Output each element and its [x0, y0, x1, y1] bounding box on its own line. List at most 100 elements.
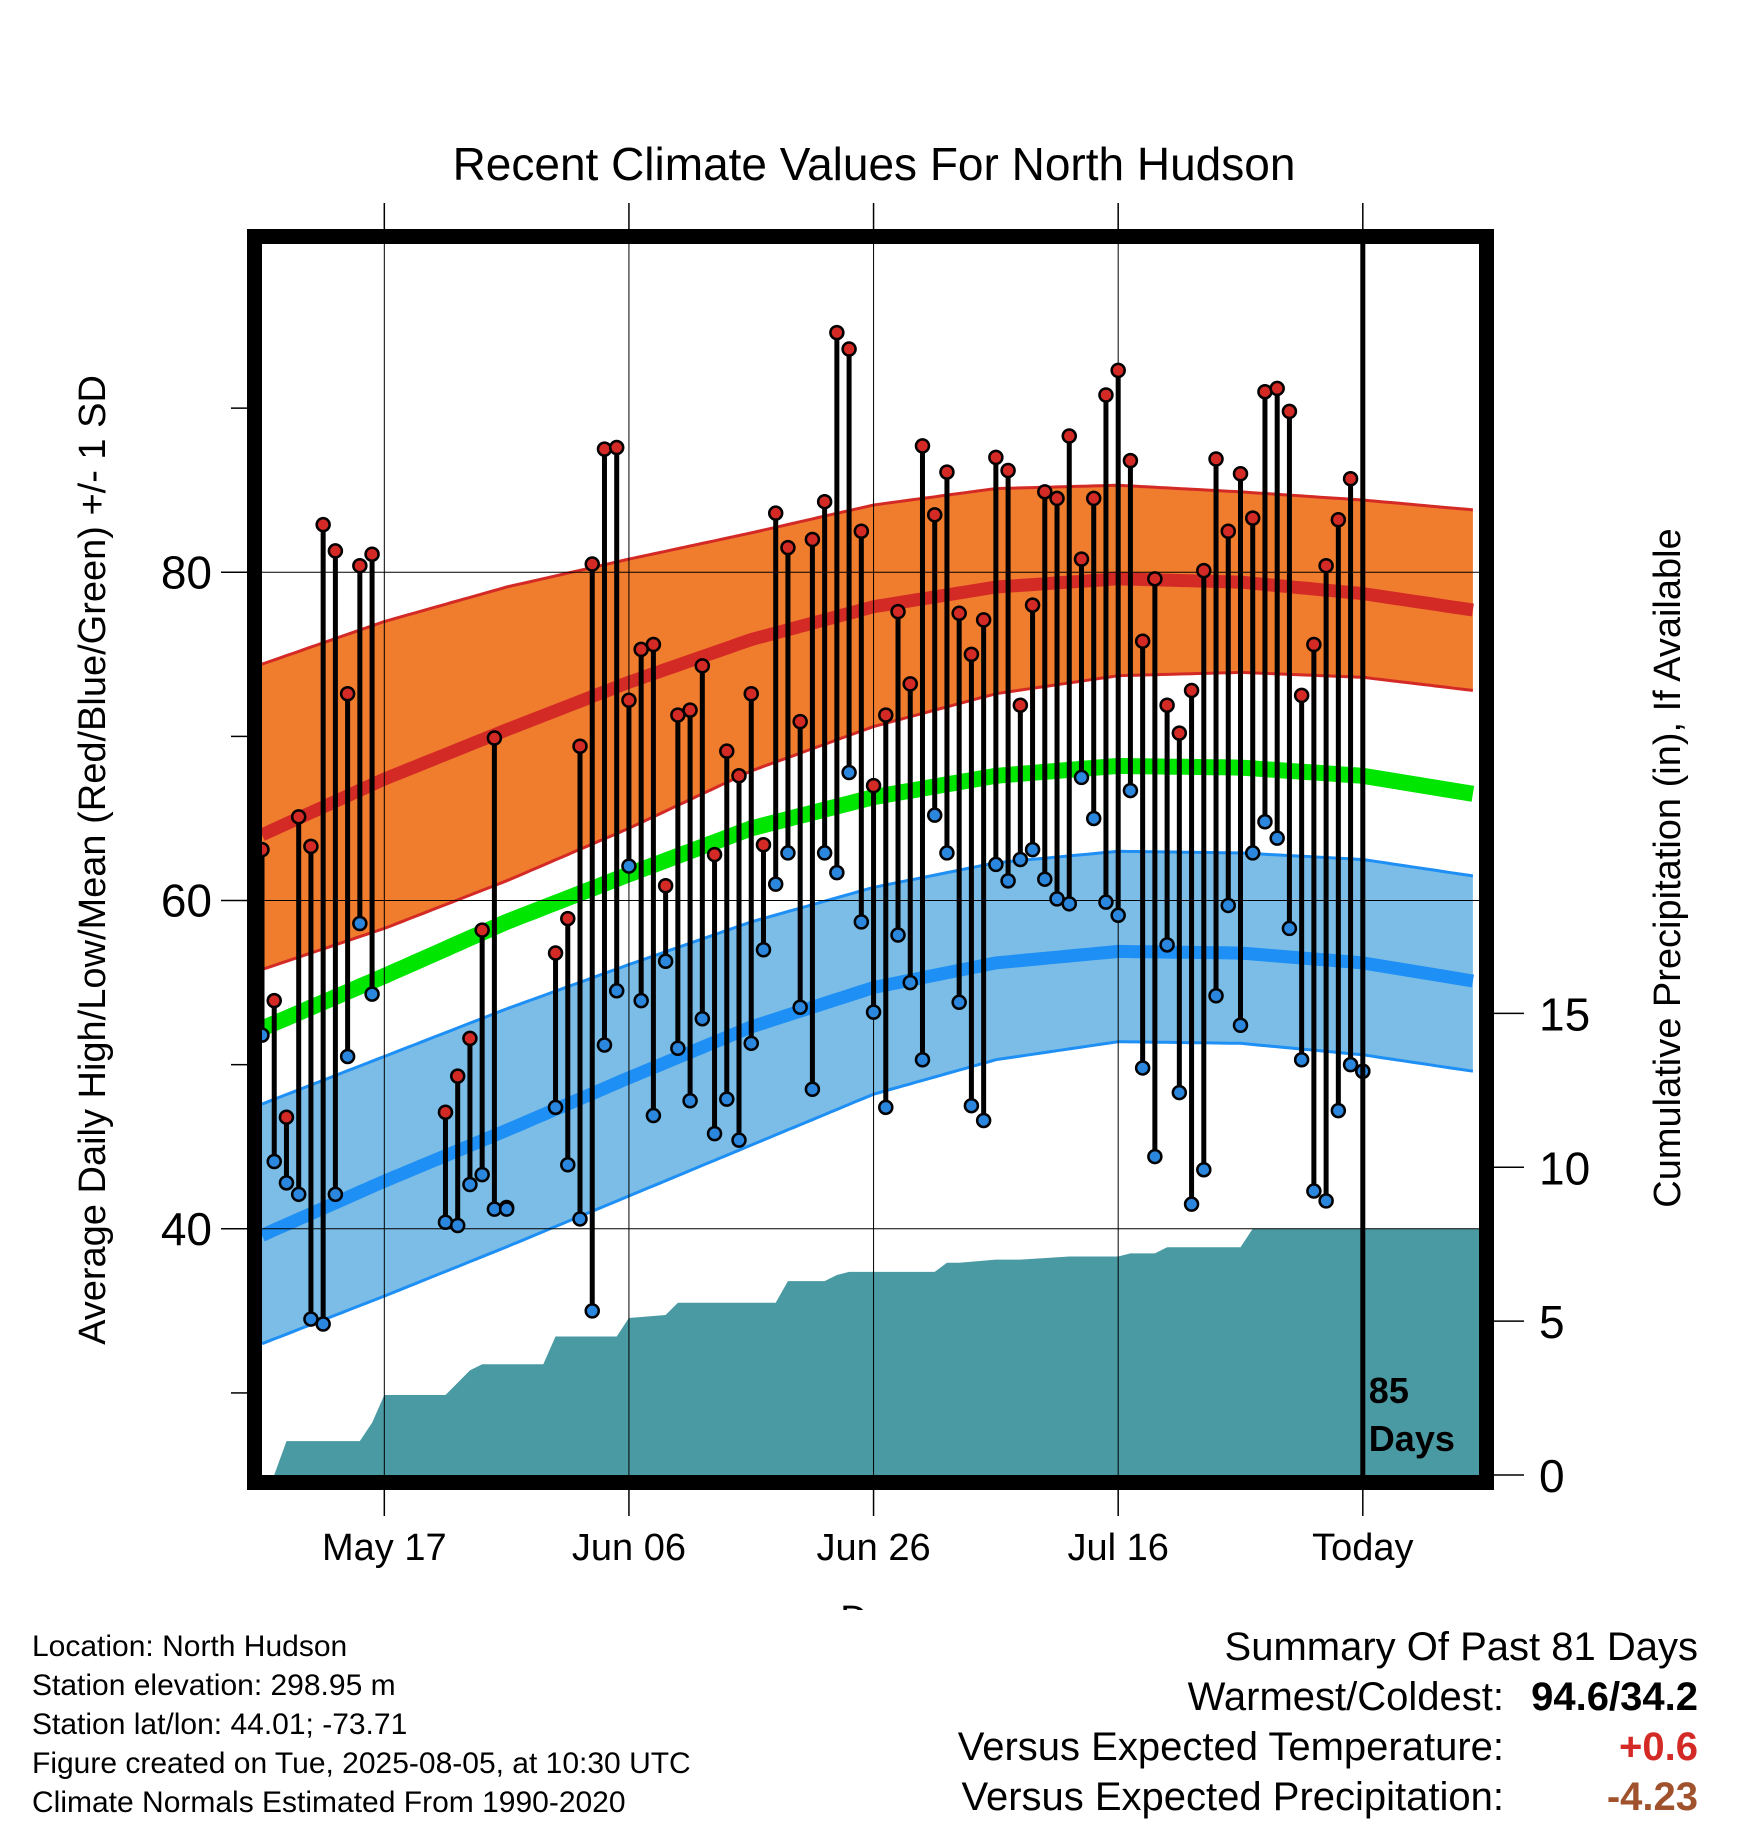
precip-area	[274, 1228, 1479, 1475]
daily-low-point	[767, 876, 784, 892]
daily-low-point	[1257, 813, 1273, 830]
daily-low-point	[816, 845, 833, 861]
x-tick-label: Jun 06	[572, 1527, 686, 1569]
daily-low-point	[755, 942, 772, 958]
y-tick-label-left: 40	[161, 1203, 212, 1255]
daily-high-point	[1269, 380, 1285, 397]
daily-low-point	[657, 953, 674, 970]
daily-low-point	[1012, 851, 1029, 868]
daily-low-point	[731, 1132, 747, 1148]
daily-high-point	[596, 441, 613, 457]
daily-high-point	[939, 464, 955, 480]
y-tick-label-right: 15	[1539, 988, 1590, 1040]
daily-high-point	[926, 507, 943, 523]
daily-low-point	[278, 1175, 295, 1191]
daily-high-point	[1330, 511, 1347, 528]
daily-low-point	[1171, 1084, 1188, 1101]
daily-high-point	[1306, 636, 1322, 653]
daily-low-point	[596, 1037, 613, 1053]
daily-low-point	[963, 1097, 980, 1114]
chart-title: Recent Climate Values For North Hudson	[453, 138, 1296, 190]
normal-low-line	[262, 944, 1474, 1242]
warm-cold-value: 94.6/34.2	[1531, 1675, 1698, 1719]
daily-high-point	[1037, 484, 1053, 500]
daily-high-point	[816, 493, 833, 510]
daily-high-point	[988, 449, 1004, 466]
daily-high-point	[474, 922, 490, 938]
daily-low-point	[462, 1176, 478, 1193]
daily-low-point	[792, 999, 808, 1015]
daily-high-point	[792, 713, 808, 730]
daily-high-point	[278, 1109, 295, 1125]
daily-high-point	[1220, 523, 1237, 539]
daily-low-point	[804, 1081, 821, 1098]
daily-low-point	[498, 1201, 515, 1217]
daily-low-point	[902, 974, 919, 991]
daily-low-point	[1208, 987, 1224, 1004]
y-axis-label-left: Average Daily High/Low/Mean (Red/Blue/Gr…	[72, 375, 114, 1345]
daily-low-point	[352, 915, 368, 932]
daily-low-point	[1318, 1193, 1334, 1209]
daily-high-point	[706, 846, 723, 863]
daily-low-point	[914, 1051, 931, 1068]
daily-high-point	[339, 685, 356, 702]
daily-low-point	[1110, 907, 1126, 924]
daily-high-point	[315, 516, 331, 533]
daily-low-point	[262, 1027, 270, 1043]
daily-low-point	[670, 1040, 686, 1057]
daily-high-point	[584, 556, 600, 572]
daily-high-point	[1257, 383, 1273, 400]
daily-high-point	[1110, 362, 1126, 379]
daily-low-point	[829, 864, 845, 881]
daily-low-point	[1024, 841, 1041, 858]
meta-latlon: Station lat/lon: 44.01; -73.71	[32, 1708, 408, 1741]
daily-low-point	[1073, 769, 1090, 786]
daily-high-point	[804, 531, 821, 548]
daily-high-point	[560, 910, 576, 927]
daily-low-point	[1269, 830, 1285, 846]
daily-low-point	[584, 1303, 600, 1319]
daily-high-point	[1134, 633, 1151, 649]
daily-high-point	[1049, 490, 1065, 507]
daily-high-point	[437, 1104, 454, 1121]
daily-low-point	[1183, 1196, 1200, 1212]
normal-high-line	[262, 572, 1474, 841]
high-band-lower-edge	[262, 670, 1474, 971]
temp-label: Versus Expected Temperature:	[957, 1725, 1504, 1769]
daily-high-point	[841, 341, 857, 357]
summary-precip-row: Versus Expected Precipitation: -4.23	[958, 1772, 1698, 1822]
daily-high-point	[645, 636, 662, 653]
daily-high-point	[719, 743, 735, 759]
daily-high-point	[1061, 428, 1078, 444]
daily-high-point	[1085, 490, 1102, 507]
daily-high-point	[1159, 697, 1175, 713]
daily-high-point	[682, 702, 698, 718]
daily-low-point	[780, 845, 796, 861]
daily-low-point	[437, 1214, 454, 1230]
daily-low-point	[1330, 1102, 1347, 1119]
daily-high-point	[755, 836, 772, 853]
daily-low-point	[865, 1004, 882, 1020]
daily-low-point	[364, 986, 380, 1002]
high-band-upper-edge	[262, 483, 1474, 666]
daily-low-point	[474, 1166, 490, 1183]
summary-temp-row: Versus Expected Temperature: +0.6	[958, 1722, 1698, 1772]
daily-high-point	[731, 768, 747, 784]
daily-low-point	[1098, 894, 1114, 910]
daily-high-point	[352, 557, 368, 574]
x-tick-label: Jul 16	[1067, 1527, 1168, 1569]
daily-low-point	[1147, 1148, 1163, 1165]
x-tick-label: Jun 26	[817, 1527, 931, 1569]
daily-high-point	[975, 612, 992, 628]
daily-high-point	[1000, 462, 1016, 479]
daily-low-point	[547, 1099, 564, 1116]
daily-high-point	[1122, 452, 1139, 469]
daily-high-point	[327, 543, 344, 559]
daily-low-point	[1159, 937, 1175, 953]
precip-label: Versus Expected Precipitation:	[961, 1775, 1504, 1819]
daily-high-point	[767, 505, 784, 521]
daily-low-point	[339, 1048, 356, 1065]
daily-low-point	[1244, 845, 1261, 861]
meta-location: Location: North Hudson	[32, 1630, 348, 1663]
daily-low-point	[706, 1125, 723, 1142]
